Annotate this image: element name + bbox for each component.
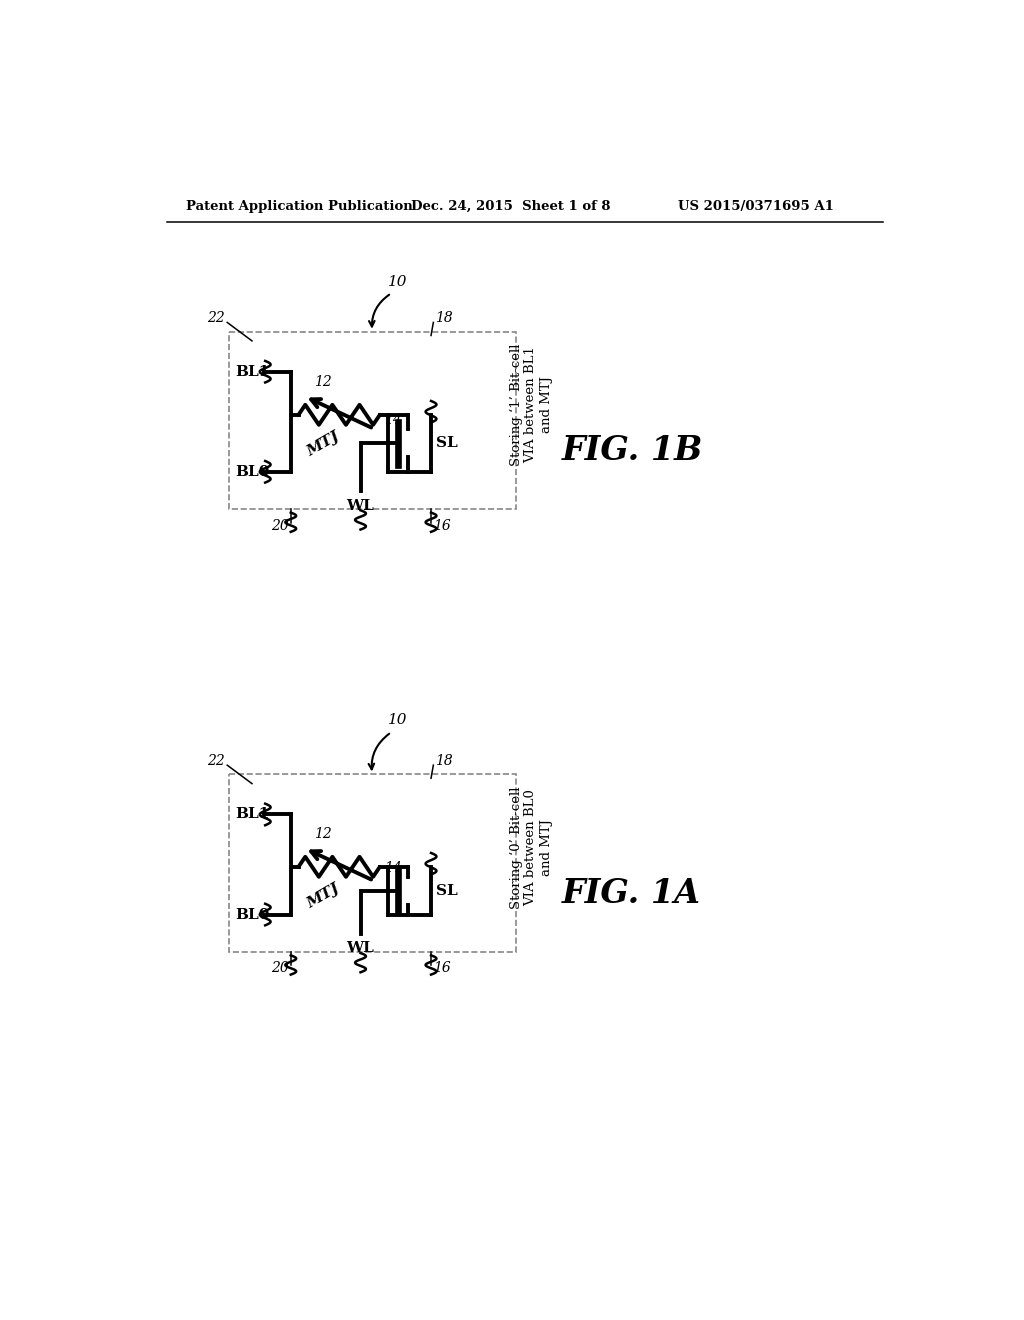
Text: MTJ: MTJ bbox=[305, 429, 342, 459]
Text: Storing ‘0’ Bit-cell
VIA between BL0
and MTJ: Storing ‘0’ Bit-cell VIA between BL0 and… bbox=[509, 787, 553, 908]
Text: 10: 10 bbox=[388, 275, 408, 289]
Text: 20: 20 bbox=[271, 519, 289, 533]
Text: MTJ: MTJ bbox=[305, 882, 342, 911]
Text: 18: 18 bbox=[435, 310, 453, 325]
Text: BL0: BL0 bbox=[234, 465, 269, 479]
Text: WL: WL bbox=[346, 499, 375, 512]
Text: 20: 20 bbox=[271, 961, 289, 975]
Text: Patent Application Publication: Patent Application Publication bbox=[186, 199, 413, 213]
Text: 16: 16 bbox=[433, 519, 452, 533]
Text: BL1: BL1 bbox=[234, 364, 269, 379]
Text: BL1: BL1 bbox=[234, 808, 269, 821]
Text: Dec. 24, 2015  Sheet 1 of 8: Dec. 24, 2015 Sheet 1 of 8 bbox=[411, 199, 610, 213]
Text: 22: 22 bbox=[207, 754, 225, 767]
Text: 12: 12 bbox=[314, 828, 332, 841]
Text: FIG. 1B: FIG. 1B bbox=[562, 434, 703, 467]
Text: 14: 14 bbox=[384, 413, 401, 428]
Text: 12: 12 bbox=[314, 375, 332, 389]
Text: US 2015/0371695 A1: US 2015/0371695 A1 bbox=[678, 199, 835, 213]
Text: 18: 18 bbox=[435, 754, 453, 767]
Text: 16: 16 bbox=[433, 961, 452, 975]
Text: SL: SL bbox=[435, 437, 458, 450]
Text: BL0: BL0 bbox=[234, 908, 269, 921]
Text: 10: 10 bbox=[388, 714, 408, 727]
Text: 14: 14 bbox=[384, 861, 401, 875]
Text: SL: SL bbox=[435, 883, 458, 898]
Text: 22: 22 bbox=[207, 310, 225, 325]
Text: FIG. 1A: FIG. 1A bbox=[562, 878, 701, 911]
Text: WL: WL bbox=[346, 941, 375, 956]
Text: Storing ‘1’ Bit-cell
VIA between BL1
and MTJ: Storing ‘1’ Bit-cell VIA between BL1 and… bbox=[509, 343, 553, 466]
